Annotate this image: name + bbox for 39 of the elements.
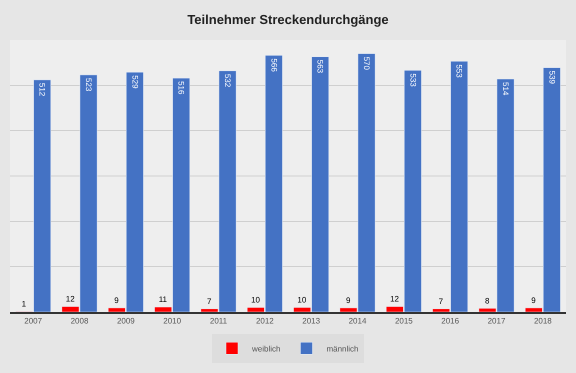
data-label: 7 bbox=[206, 296, 212, 306]
data-label: 8 bbox=[484, 296, 490, 306]
data-label: 533 bbox=[408, 73, 418, 88]
data-label: 1 bbox=[22, 300, 27, 309]
x-tick-label: 2011 bbox=[210, 316, 228, 326]
data-label: 512 bbox=[38, 82, 47, 97]
data-label: 9 bbox=[531, 296, 536, 305]
data-label: 514 bbox=[501, 82, 510, 96]
data-label: 523 bbox=[84, 78, 94, 92]
x-tick-label: 2018 bbox=[534, 316, 552, 326]
x-tick-label: 2013 bbox=[302, 316, 321, 326]
x-tick-label: 2015 bbox=[394, 316, 414, 326]
x-tick-label: 2007 bbox=[24, 316, 43, 326]
x-tick-label: 2016 bbox=[441, 316, 460, 326]
x-tick-label: 2008 bbox=[70, 316, 89, 326]
data-label: 10 bbox=[251, 295, 261, 304]
data-label: 7 bbox=[438, 296, 444, 306]
x-tick-label: 2012 bbox=[256, 316, 274, 326]
data-label: 570 bbox=[362, 56, 372, 70]
data-label: 10 bbox=[297, 295, 307, 304]
x-tick-label: 2014 bbox=[348, 316, 367, 326]
data-label: 529 bbox=[130, 75, 140, 90]
data-label: 563 bbox=[316, 60, 325, 74]
x-tick-label: 2009 bbox=[116, 316, 136, 326]
data-label: 566 bbox=[269, 58, 278, 72]
legend-label: männlich bbox=[326, 344, 358, 354]
chart-title: Teilnehmer Streckendurchgänge bbox=[187, 12, 389, 28]
data-label: 9 bbox=[346, 296, 351, 305]
data-label: 539 bbox=[547, 70, 556, 85]
data-label: 532 bbox=[223, 74, 232, 88]
data-label: 12 bbox=[66, 294, 76, 304]
data-label: 11 bbox=[158, 295, 168, 304]
data-label: 12 bbox=[390, 294, 400, 304]
legend-label: weiblich bbox=[251, 344, 280, 354]
data-label: 553 bbox=[454, 64, 464, 78]
x-tick-label: 2017 bbox=[488, 316, 506, 326]
data-label: 516 bbox=[176, 81, 186, 95]
data-label: 9 bbox=[114, 296, 120, 305]
x-tick-label: 2010 bbox=[163, 316, 182, 326]
